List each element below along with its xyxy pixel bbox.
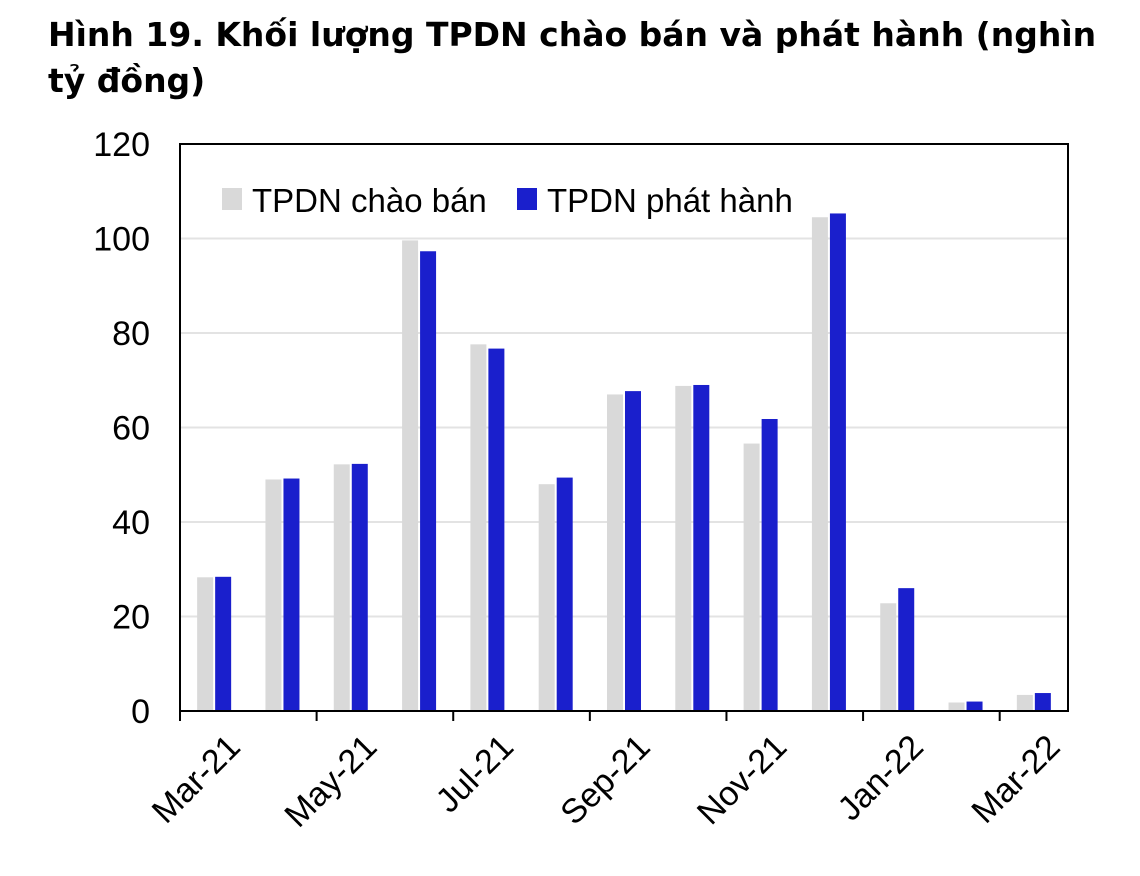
y-tick-label: 100 <box>93 221 150 259</box>
x-tick-label: Sep-21 <box>553 728 657 832</box>
legend-label: TPDN chào bán <box>252 182 487 219</box>
bar-phat-hanh <box>488 348 505 711</box>
bar-chao-ban <box>402 240 419 711</box>
bar-phat-hanh <box>351 463 368 711</box>
bar-chao-ban <box>880 603 897 711</box>
legend: TPDN chào bán TPDN phát hành <box>222 182 793 219</box>
y-tick-label: 40 <box>112 504 150 542</box>
bar-phat-hanh <box>420 251 437 711</box>
bar-phat-hanh <box>215 576 232 711</box>
gridlines <box>180 237 1068 618</box>
x-tick-label: Mar-21 <box>145 728 248 831</box>
x-tick-label: Nov-21 <box>690 728 794 832</box>
legend-swatch <box>517 188 537 210</box>
bar-phat-hanh <box>283 478 300 711</box>
x-tick-label: Jul-21 <box>429 728 521 820</box>
x-tick-label: Jan-22 <box>831 728 931 828</box>
y-tick-label: 120 <box>93 126 150 164</box>
bar-phat-hanh <box>761 418 778 711</box>
bar-phat-hanh <box>966 701 983 711</box>
plot-frame <box>179 143 1069 712</box>
x-tick-label: Mar-22 <box>964 728 1067 831</box>
bar-phat-hanh <box>829 213 846 711</box>
x-axis: Mar-21 May-21 Jul-21 Sep-21 Nov-21 Jan-22 Mar-… <box>145 711 1068 835</box>
bar-phat-hanh <box>898 588 915 711</box>
bar-phat-hanh <box>556 477 573 711</box>
legend-label: TPDN phát hành <box>547 182 793 219</box>
y-tick-label: 0 <box>131 693 150 731</box>
legend-swatch <box>222 188 242 210</box>
bar-chao-ban <box>675 385 692 711</box>
bars <box>197 213 1051 712</box>
bar-chao-ban <box>333 464 350 711</box>
bar-chao-ban <box>607 394 623 711</box>
chart-title: Hình 19. Khối lượng TPDN chào bán và phá… <box>48 15 1097 100</box>
y-tick-label: 20 <box>112 599 150 637</box>
y-tick-label: 80 <box>112 315 150 353</box>
bar-chao-ban <box>811 217 828 712</box>
x-tick-label: May-21 <box>277 728 384 835</box>
bar-chao-ban <box>743 443 760 711</box>
bar-phat-hanh <box>693 384 710 711</box>
bar-phat-hanh <box>625 391 641 711</box>
bar-chao-ban <box>538 484 555 711</box>
y-tick-label: 60 <box>112 410 150 448</box>
y-axis: 0 20 40 60 80 100 120 <box>93 126 150 731</box>
bar-phat-hanh <box>1034 693 1051 711</box>
bar-chao-ban <box>470 344 487 711</box>
bar-chao-ban <box>197 577 214 711</box>
bar-chao-ban <box>948 702 965 711</box>
bar-chao-ban <box>265 479 282 711</box>
bar-chao-ban <box>1016 694 1033 711</box>
